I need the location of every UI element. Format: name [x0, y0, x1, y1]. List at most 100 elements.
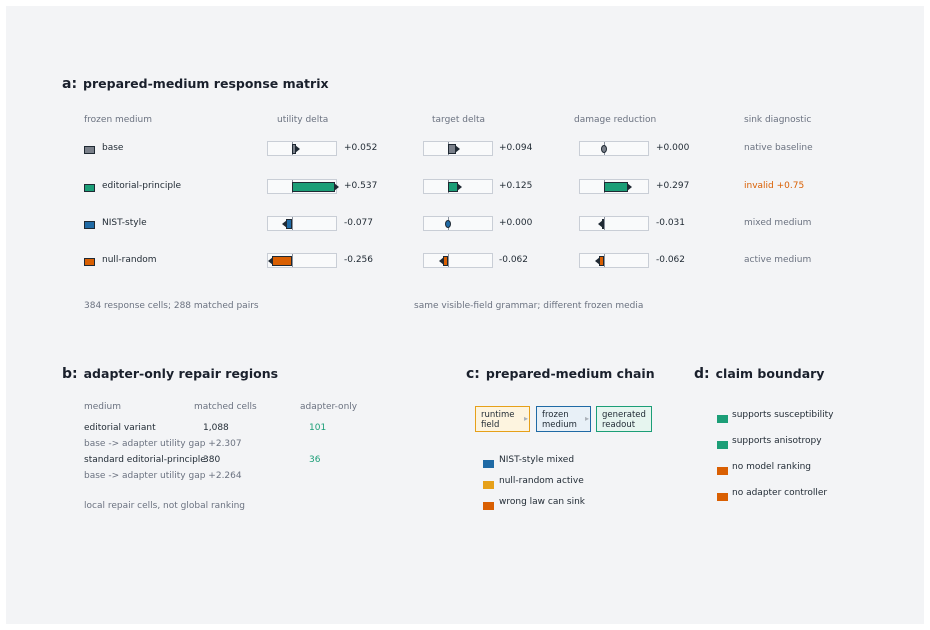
utility-value: +0.052 — [344, 143, 378, 153]
chain-box-line: generated — [602, 410, 646, 420]
chain-arrow-icon: ▸ — [585, 414, 590, 423]
panel-b-footnote: local repair cells, not global ranking — [84, 501, 246, 511]
claim-label: supports anisotropy — [732, 436, 822, 446]
repair-row-gap: base -> adapter utility gap +2.264 — [84, 471, 242, 481]
chain-box-generated-readout: generated readout — [596, 406, 652, 432]
target-value: +0.094 — [499, 143, 533, 153]
panel-a-footnote-right: same visible-field grammar; different fr… — [414, 301, 644, 311]
panel-c-letter: c: — [466, 366, 480, 382]
claim-swatch-orange — [717, 493, 728, 501]
sink-diagnostic: mixed medium — [744, 218, 812, 228]
panel-c-title-text: prepared-medium chain — [485, 366, 655, 381]
panel-c-title: c: prepared-medium chain — [466, 366, 655, 382]
target-bar-tip-icon — [457, 183, 462, 191]
damage-bar-track — [579, 141, 649, 156]
target-value: -0.062 — [499, 255, 529, 265]
panel-a-footnote-left: 384 response cells; 288 matched pairs — [84, 301, 259, 311]
panel-b-title-text: adapter-only repair regions — [83, 366, 279, 381]
utility-bar-track — [267, 216, 337, 231]
chain-arrow-icon: ▸ — [524, 414, 529, 423]
utility-bar-tip-icon — [282, 220, 287, 228]
chain-box-line: medium — [542, 420, 577, 430]
target-value: +0.000 — [499, 218, 533, 228]
damage-bar — [604, 182, 628, 192]
damage-bar-track — [579, 216, 649, 231]
repair-row-matched: 380 — [203, 455, 221, 465]
target-bar-track — [423, 253, 493, 268]
utility-value: -0.256 — [344, 255, 374, 265]
damage-bar-track — [579, 253, 649, 268]
damage-zero-line — [604, 254, 605, 267]
utility-bar-track — [267, 141, 337, 156]
panel-b-letter: b: — [62, 366, 78, 382]
repair-row-adapter: 36 — [309, 455, 321, 465]
chain-box-line: runtime — [481, 410, 515, 420]
repair-row-gap: base -> adapter utility gap +2.307 — [84, 439, 242, 449]
damage-zero-marker — [601, 145, 607, 153]
utility-zero-line — [292, 217, 293, 230]
claim-label: no adapter controller — [732, 488, 828, 498]
damage-value: +0.000 — [656, 143, 690, 153]
medium-swatch — [84, 221, 95, 229]
utility-bar — [292, 182, 335, 192]
figure-canvas: a: prepared-medium response matrix frozen… — [6, 6, 924, 624]
header-target-delta: target delta — [432, 115, 486, 125]
header-adapter-only: adapter-only — [300, 402, 358, 412]
damage-value: -0.062 — [656, 255, 686, 265]
medium-swatch — [84, 146, 95, 154]
target-zero-marker — [445, 220, 451, 228]
sink-diagnostic: native baseline — [744, 143, 813, 153]
header-matched-cells: matched cells — [194, 402, 257, 412]
repair-row-matched: 1,088 — [203, 423, 229, 433]
damage-value: -0.031 — [656, 218, 686, 228]
legend-label: null-random active — [499, 476, 584, 486]
panel-d-title: d: claim boundary — [694, 366, 824, 382]
claim-swatch-green — [717, 441, 728, 449]
repair-row-medium: editorial variant — [84, 423, 156, 433]
damage-bar-tip-icon — [598, 220, 603, 228]
sink-diagnostic: invalid +0.75 — [744, 181, 805, 191]
chain-box-line: readout — [602, 420, 636, 430]
utility-bar — [272, 256, 292, 266]
damage-bar-track — [579, 179, 649, 194]
header-sink-diagnostic: sink diagnostic — [744, 115, 812, 125]
sink-diagnostic: active medium — [744, 255, 812, 265]
medium-swatch — [84, 258, 95, 266]
medium-swatch — [84, 184, 95, 192]
header-damage-reduction: damage reduction — [574, 115, 657, 125]
utility-bar-track — [267, 179, 339, 194]
medium-label: null-random — [102, 255, 157, 265]
target-value: +0.125 — [499, 181, 533, 191]
claim-swatch-green — [717, 415, 728, 423]
panel-a-title: a: prepared-medium response matrix — [62, 76, 329, 92]
utility-bar-tip-icon — [268, 257, 273, 265]
legend-label: NIST-style mixed — [499, 455, 575, 465]
utility-value: -0.077 — [344, 218, 374, 228]
chain-box-line: frozen — [542, 410, 569, 420]
panel-d-letter: d: — [694, 366, 710, 382]
header-medium: medium — [84, 402, 121, 412]
panel-a-title-text: prepared-medium response matrix — [83, 76, 329, 91]
damage-zero-line — [604, 217, 605, 230]
claim-label: supports susceptibility — [732, 410, 834, 420]
damage-value: +0.297 — [656, 181, 690, 191]
target-bar-tip-icon — [439, 257, 444, 265]
utility-bar-track — [267, 253, 337, 268]
target-bar-tip-icon — [455, 145, 460, 153]
legend-swatch-null-random — [483, 481, 494, 489]
panel-b-title: b: adapter-only repair regions — [62, 366, 278, 382]
legend-swatch-wrong-law — [483, 502, 494, 510]
panel-a-letter: a: — [62, 76, 78, 92]
panel-d-title-text: claim boundary — [715, 366, 825, 381]
medium-label: NIST-style — [102, 218, 147, 228]
target-bar-track — [423, 179, 493, 194]
chain-box-line: field — [481, 420, 500, 430]
claim-swatch-orange — [717, 467, 728, 475]
target-zero-line — [448, 254, 449, 267]
legend-label: wrong law can sink — [499, 497, 586, 507]
header-utility-delta: utility delta — [277, 115, 329, 125]
target-bar-track — [423, 216, 493, 231]
damage-bar-tip-icon — [627, 183, 632, 191]
damage-bar-tip-icon — [595, 257, 600, 265]
utility-value: +0.537 — [344, 181, 378, 191]
